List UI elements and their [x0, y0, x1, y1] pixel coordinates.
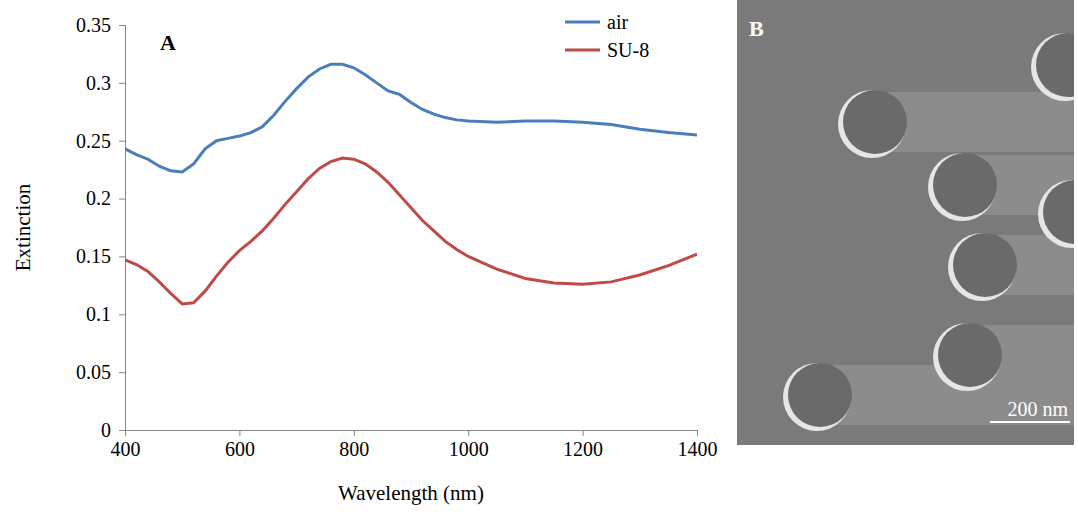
- x-axis-title: Wavelength (nm): [338, 481, 484, 505]
- x-tick-label: 1200: [563, 438, 603, 460]
- plot-area: [125, 64, 697, 304]
- x-tick-label: 400: [111, 438, 141, 460]
- y-tick-label: 0.3: [86, 72, 111, 94]
- disk: [933, 153, 997, 217]
- disk: [1036, 33, 1074, 97]
- disk-rim: [928, 153, 996, 221]
- disk-rim: [1038, 180, 1074, 248]
- y-tick: 0.1: [86, 303, 125, 325]
- y-tick-label: 0.25: [76, 130, 111, 152]
- disk: [843, 90, 907, 154]
- x-tick-mark: [125, 430, 126, 436]
- x-tick-mark: [239, 430, 240, 436]
- x-axis: 400 600 800 1000 1200 1400: [111, 430, 718, 460]
- y-tick-mark: [119, 141, 125, 142]
- y-axis-title: Extinction: [11, 183, 35, 271]
- y-tick: 0.35: [76, 14, 125, 36]
- y-tick-label: 0.15: [76, 245, 111, 267]
- series-line: [125, 158, 697, 304]
- x-tick-mark: [468, 430, 469, 436]
- x-tick-mark: [354, 430, 355, 436]
- x-tick: 1200: [563, 430, 603, 460]
- x-tick: 400: [111, 430, 141, 460]
- legend-swatch: [565, 49, 600, 52]
- disk: [938, 323, 1002, 387]
- y-tick-mark: [119, 25, 125, 26]
- legend-swatch: [565, 21, 600, 24]
- disk-rim: [1031, 33, 1074, 101]
- y-tick: 0.2: [86, 187, 125, 209]
- disk-rim: [948, 233, 1016, 301]
- disk: [788, 363, 852, 427]
- y-tick: 0.15: [76, 245, 125, 267]
- x-axis-line: [126, 431, 698, 437]
- scale-bar-label: 200 nm: [1007, 398, 1068, 420]
- y-tick: 0.05: [76, 361, 125, 383]
- disk: [953, 233, 1017, 297]
- x-tick: 1400: [678, 430, 718, 460]
- disk-rim: [783, 363, 851, 431]
- y-tick-label: 0.35: [76, 14, 111, 36]
- y-tick-mark: [119, 256, 125, 257]
- x-tick-label: 800: [339, 438, 369, 460]
- legend-label: air: [607, 11, 628, 33]
- y-tick: 0.25: [76, 130, 125, 152]
- disk-rim: [933, 323, 1001, 391]
- x-tick-mark: [583, 430, 584, 436]
- y-tick-label: 0: [101, 419, 111, 441]
- y-tick-label: 0.1: [86, 303, 111, 325]
- y-axis-line: [119, 26, 126, 431]
- disk: [1043, 180, 1074, 244]
- y-axis: 0 0.05 0.1 0.15 0.2 0.25 0.3 0.35: [76, 14, 126, 441]
- panel-label: B: [749, 16, 764, 41]
- y-tick-mark: [119, 430, 125, 431]
- disk-rim: [838, 90, 906, 158]
- x-tick: 800: [339, 430, 369, 460]
- figure: 0 0.05 0.1 0.15 0.2 0.25 0.3 0.35 400 600 800 1000 1…: [0, 0, 1078, 525]
- x-tick: 600: [225, 430, 255, 460]
- y-tick-mark: [119, 314, 125, 315]
- legend: air SU-8: [565, 11, 649, 61]
- y-tick-mark: [119, 372, 125, 373]
- sem-image: [737, 0, 1074, 445]
- series-line: [125, 64, 697, 172]
- legend-label: SU-8: [607, 39, 649, 61]
- x-tick-label: 1000: [449, 438, 489, 460]
- x-tick-label: 1400: [678, 438, 718, 460]
- x-tick-label: 600: [225, 438, 255, 460]
- panel-label: A: [160, 30, 176, 55]
- scale-bar: [990, 421, 1070, 423]
- y-tick-mark: [119, 199, 125, 200]
- y-tick-label: 0.05: [76, 361, 111, 383]
- y-tick: 0.3: [86, 72, 125, 94]
- y-tick-mark: [119, 83, 125, 84]
- x-tick: 1000: [449, 430, 489, 460]
- x-tick-mark: [697, 430, 698, 436]
- y-tick-label: 0.2: [86, 187, 111, 209]
